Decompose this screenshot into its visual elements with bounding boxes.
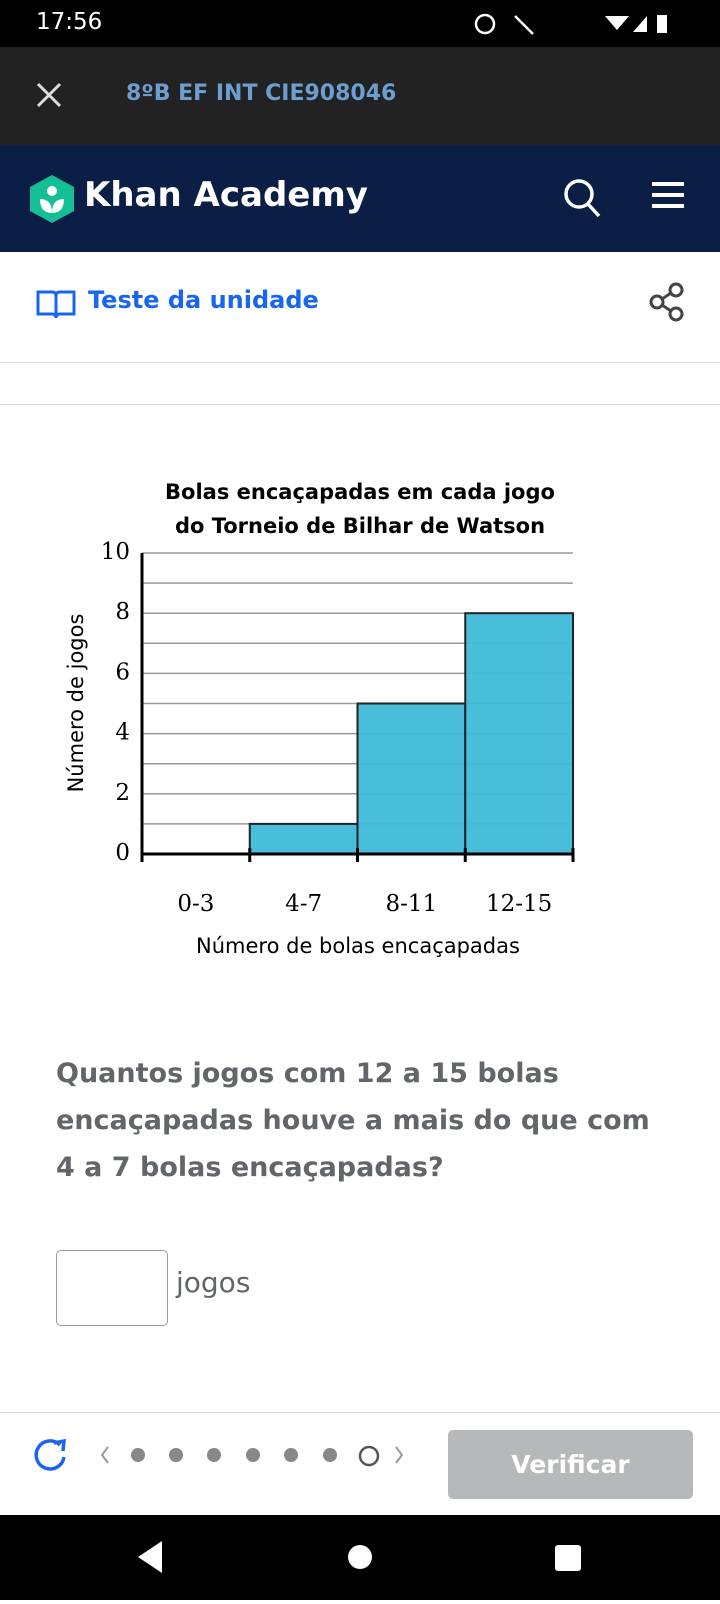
chart: Bolas encaçapadas em cada jogo do Torneio… bbox=[64, 480, 575, 958]
sub-header: Teste da unidade bbox=[0, 252, 720, 363]
nav-buttons bbox=[138, 1541, 581, 1573]
x-tick-label: 8-11 bbox=[386, 891, 438, 917]
logo bbox=[30, 175, 74, 223]
course-title: 8ºB EF INT CIE908046 bbox=[126, 81, 397, 106]
y-tick-label: 0 bbox=[115, 840, 130, 866]
time: 17:56 bbox=[36, 9, 103, 35]
y-tick-label: 6 bbox=[115, 659, 130, 685]
top-bar: 8ºB EF INT CIE908046 bbox=[0, 47, 720, 145]
bar bbox=[356, 702, 467, 855]
nav-bar bbox=[0, 1515, 720, 1600]
y-axis-label: Número de jogos bbox=[64, 614, 88, 793]
y-tick-label: 10 bbox=[101, 539, 130, 565]
chart-title: Bolas encaçapadas em cada jogo bbox=[165, 480, 555, 504]
bar bbox=[464, 612, 574, 855]
x-tick-label: 4-7 bbox=[285, 891, 322, 917]
pagination bbox=[34, 1438, 404, 1471]
x-axis-label: Número de bolas encaçapadas bbox=[196, 934, 520, 958]
y-tick-label: 4 bbox=[115, 720, 130, 746]
status-icons bbox=[474, 13, 667, 35]
y-tick-label: 2 bbox=[115, 780, 130, 806]
answer-input[interactable] bbox=[56, 1250, 168, 1326]
x-tick-label: 12-15 bbox=[486, 891, 552, 917]
brand: Khan Academy bbox=[84, 175, 368, 215]
status-bar: 17:56 bbox=[0, 0, 720, 47]
unit-test-link[interactable]: Teste da unidade bbox=[88, 286, 319, 314]
header: Khan Academy bbox=[0, 145, 720, 252]
verify-button[interactable]: Verificar bbox=[448, 1430, 693, 1499]
bar bbox=[248, 822, 359, 855]
menu-button[interactable] bbox=[652, 181, 684, 209]
x-tick-label: 0-3 bbox=[177, 891, 214, 917]
footer bbox=[0, 1412, 720, 1516]
close-button[interactable] bbox=[36, 82, 62, 108]
question: Quantos jogos com 12 a 15 bolas encaçapa… bbox=[56, 1058, 650, 1183]
answer-unit: jogos bbox=[176, 1266, 251, 1299]
chart-title: do Torneio de Bilhar de Watson bbox=[175, 514, 545, 538]
share-button[interactable] bbox=[648, 282, 688, 322]
separator bbox=[0, 404, 720, 405]
search-button[interactable] bbox=[562, 177, 602, 219]
y-tick-label: 8 bbox=[115, 599, 130, 625]
book-icon bbox=[36, 290, 76, 319]
